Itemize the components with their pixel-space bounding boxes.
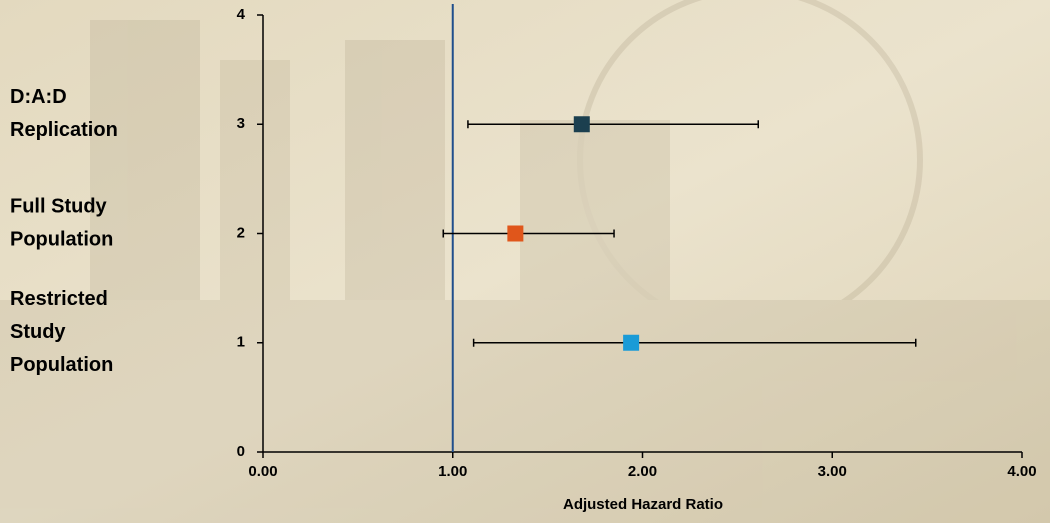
page: Adjusted Hazard Ratio 0 1 2 3 4 0.00 1.00 2.00 3… (0, 0, 1050, 523)
chart: Adjusted Hazard Ratio 0 1 2 3 4 0.00 1.00 2.00 3… (0, 0, 1050, 523)
category-label: Population (10, 354, 113, 376)
x-tick-label: 2.00 (628, 463, 657, 480)
category-label: Restricted (10, 288, 108, 310)
point-estimate (574, 116, 590, 132)
y-tick-label: 4 (237, 6, 246, 23)
x-tick-label: 0.00 (248, 463, 277, 480)
x-tick-label: 1.00 (438, 463, 467, 480)
category-label: Population (10, 228, 113, 250)
y-tick-label: 0 (237, 443, 245, 460)
point-estimate (507, 226, 523, 242)
y-tick-label: 1 (237, 334, 245, 351)
x-axis-title: Adjusted Hazard Ratio (563, 496, 723, 513)
category-label: D:A:D (10, 86, 67, 108)
category-label: Study (10, 321, 66, 343)
category-label: Full Study (10, 195, 108, 217)
category-label: Replication (10, 119, 118, 141)
x-tick-label: 3.00 (818, 463, 847, 480)
y-tick-label: 3 (237, 115, 245, 132)
y-tick-label: 2 (237, 224, 245, 241)
x-tick-label: 4.00 (1007, 463, 1036, 480)
point-estimate (623, 335, 639, 351)
